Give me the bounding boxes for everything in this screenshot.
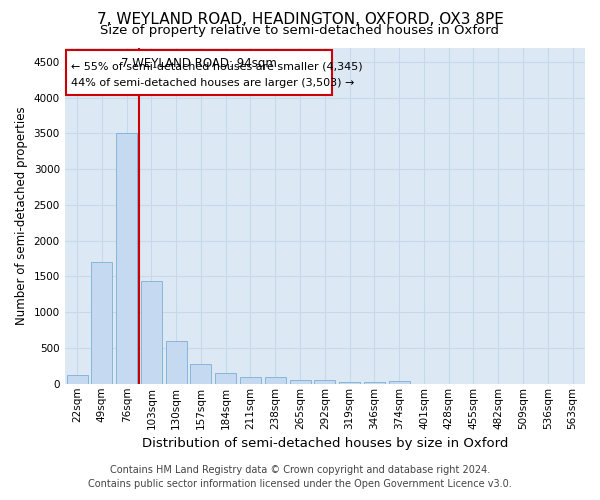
- Y-axis label: Number of semi-detached properties: Number of semi-detached properties: [15, 106, 28, 325]
- Text: 44% of semi-detached houses are larger (3,503) →: 44% of semi-detached houses are larger (…: [71, 78, 354, 88]
- Bar: [290, 380, 311, 384]
- Text: ← 55% of semi-detached houses are smaller (4,345): ← 55% of semi-detached houses are smalle…: [71, 62, 362, 72]
- Bar: [364, 382, 385, 384]
- Bar: [141, 282, 162, 384]
- Bar: [215, 372, 236, 384]
- Bar: [265, 378, 286, 384]
- Bar: [339, 382, 360, 384]
- Bar: [166, 341, 187, 384]
- Bar: [314, 380, 335, 384]
- Text: Contains HM Land Registry data © Crown copyright and database right 2024.
Contai: Contains HM Land Registry data © Crown c…: [88, 465, 512, 489]
- Bar: [91, 262, 112, 384]
- Text: Size of property relative to semi-detached houses in Oxford: Size of property relative to semi-detach…: [101, 24, 499, 37]
- FancyBboxPatch shape: [66, 50, 332, 94]
- Bar: [116, 134, 137, 384]
- Text: 7 WEYLAND ROAD: 94sqm: 7 WEYLAND ROAD: 94sqm: [121, 57, 277, 70]
- X-axis label: Distribution of semi-detached houses by size in Oxford: Distribution of semi-detached houses by …: [142, 437, 508, 450]
- Bar: [190, 364, 211, 384]
- Bar: [389, 381, 410, 384]
- Text: 7, WEYLAND ROAD, HEADINGTON, OXFORD, OX3 8PE: 7, WEYLAND ROAD, HEADINGTON, OXFORD, OX3…: [97, 12, 503, 28]
- Bar: [240, 378, 261, 384]
- Bar: [67, 375, 88, 384]
